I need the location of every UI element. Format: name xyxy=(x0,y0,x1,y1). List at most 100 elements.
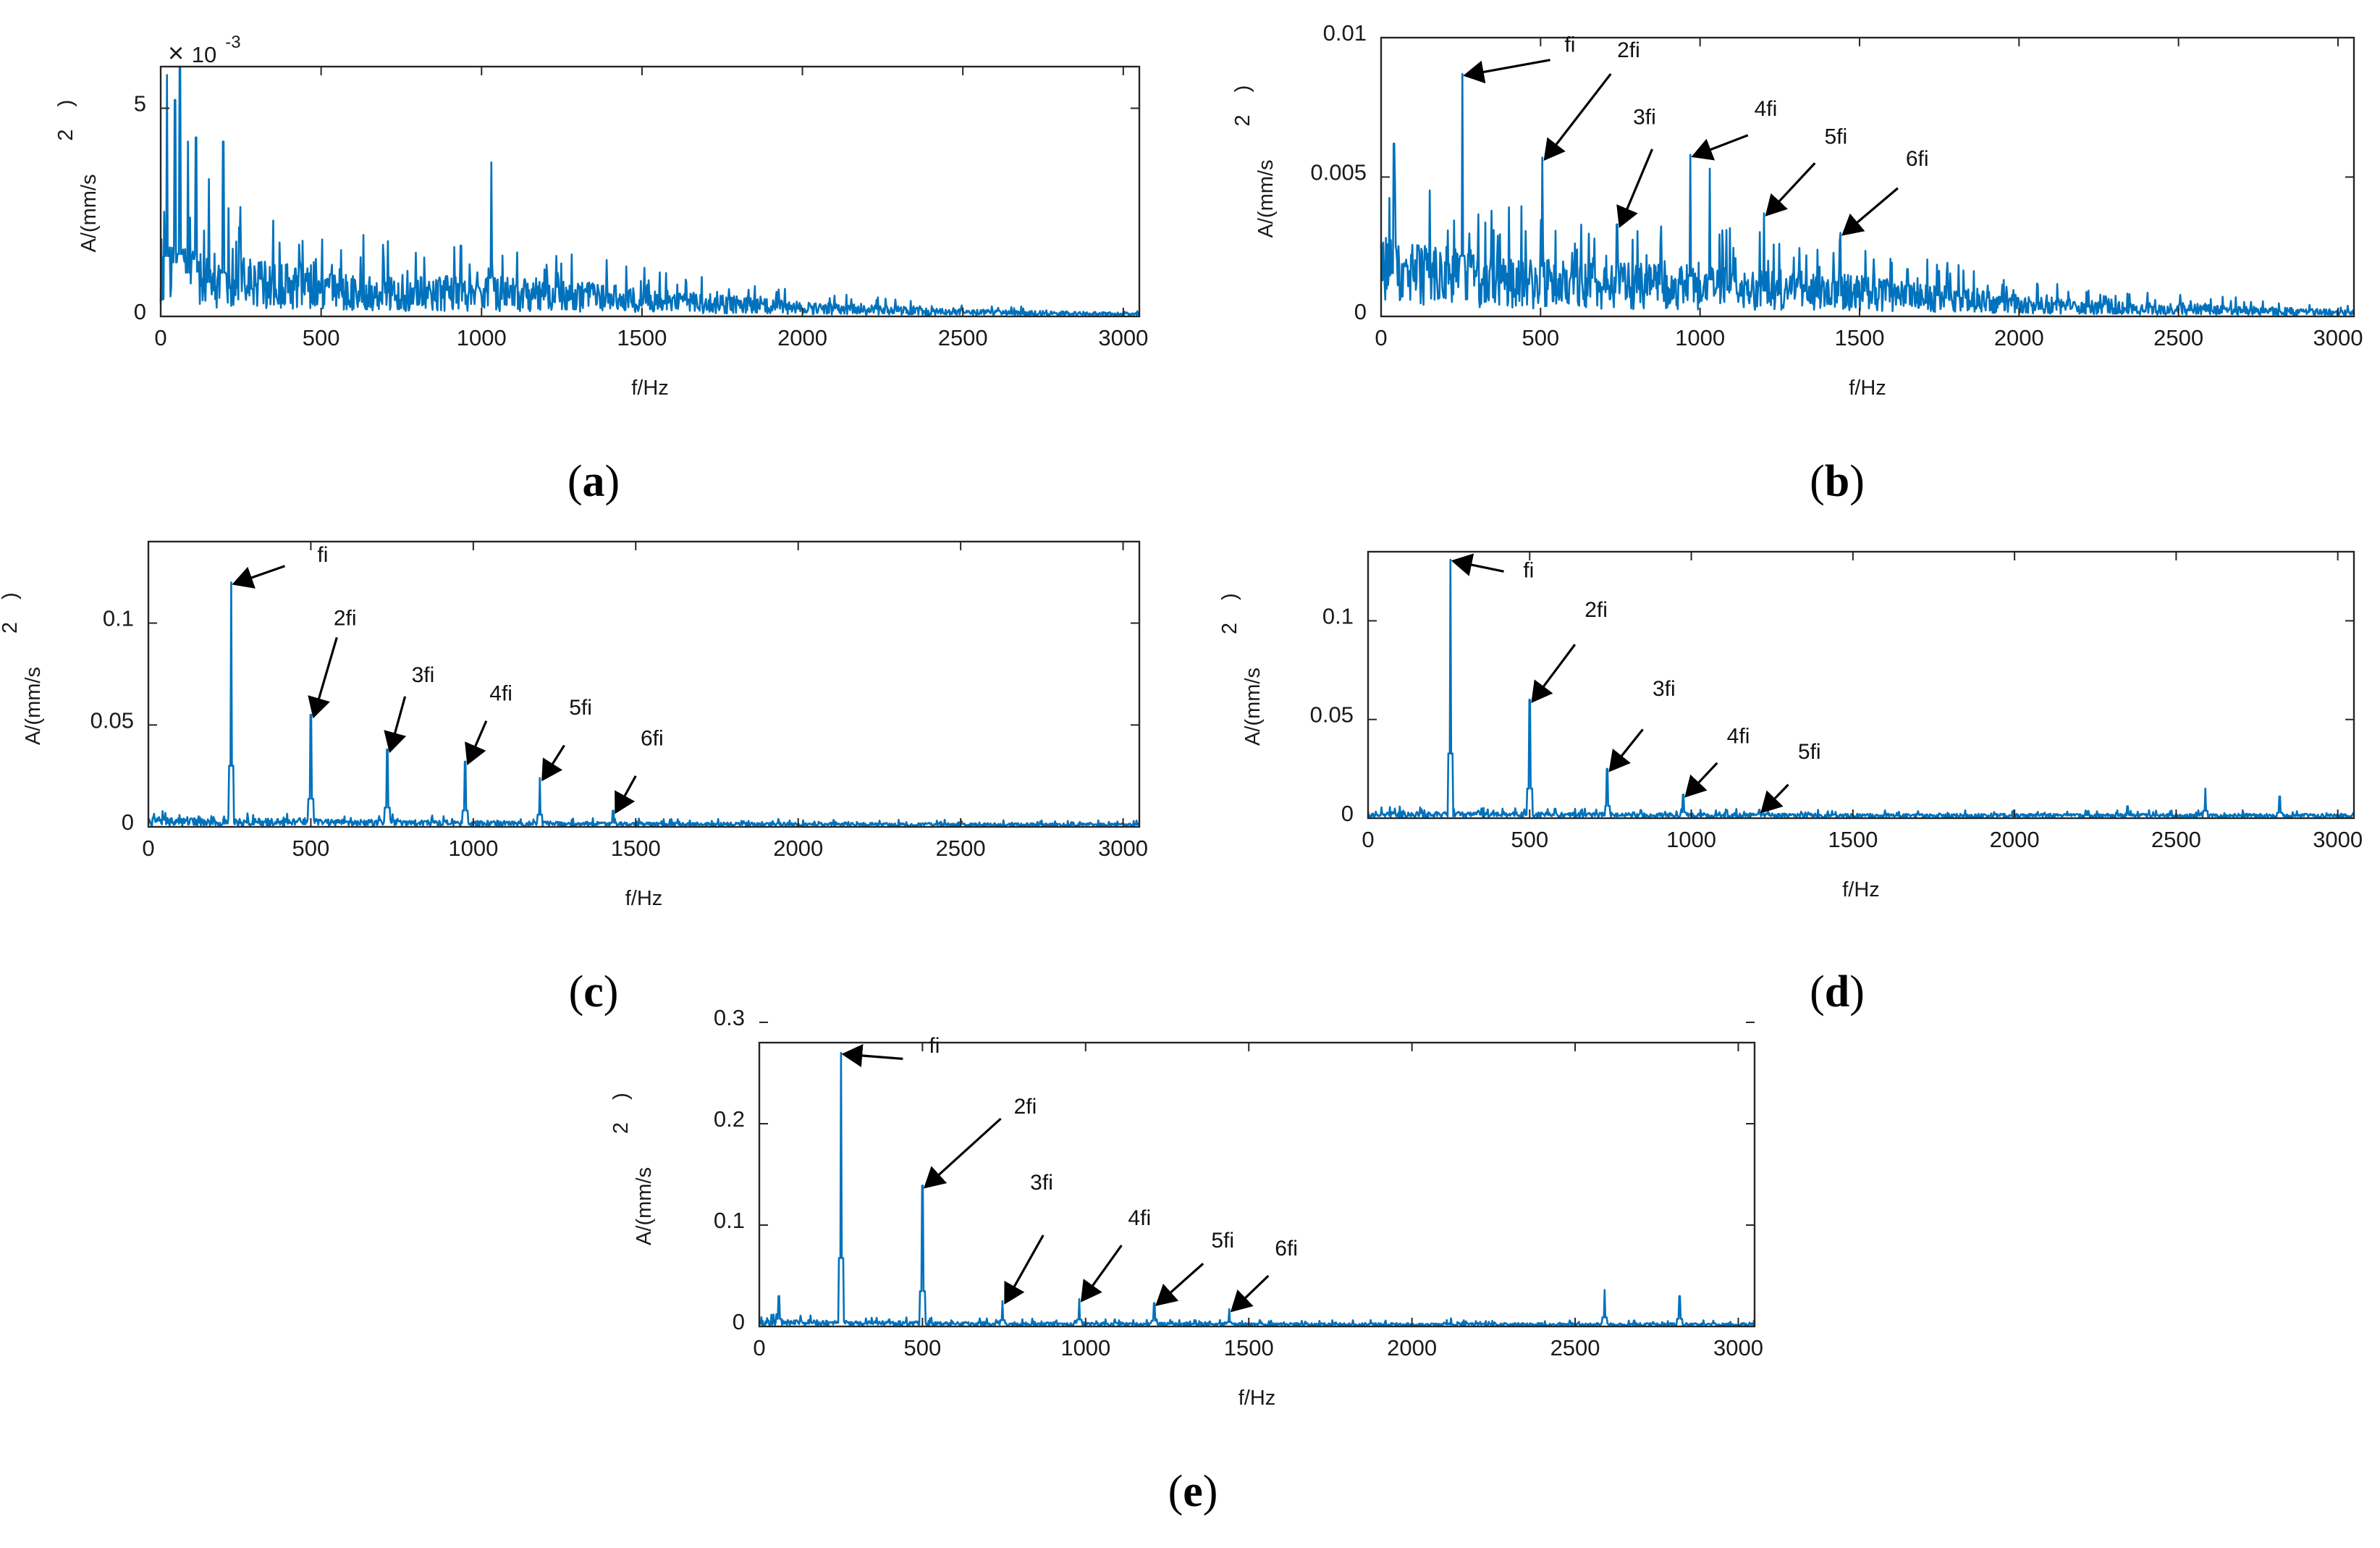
x-tick-label-c-6: 3000 xyxy=(1098,836,1148,861)
y-axis-label-main-e: A/(mm/s xyxy=(633,1167,656,1245)
x-tick-label-b-2: 1000 xyxy=(1675,325,1725,350)
y-axis-label-close-d: ) xyxy=(1218,593,1241,600)
annotation-arrow-b-5 xyxy=(1841,187,1899,236)
x-axis-label-b: f/Hz xyxy=(1849,377,1886,400)
x-axis-label-e: f/Hz xyxy=(1238,1387,1276,1410)
annotation-label-c-1: 2fi xyxy=(334,606,357,630)
x-tick-label-d-3: 1500 xyxy=(1828,827,1878,852)
axes-box-d xyxy=(1367,550,2355,820)
y-exponent-base: 10 xyxy=(192,42,216,67)
annotation-label-d-4: 5fi xyxy=(1798,740,1821,764)
y-axis-label-main-a: A/(mm/s xyxy=(77,174,101,253)
x-tick-label-e-4: 2000 xyxy=(1387,1335,1437,1360)
x-axis-label-a: f/Hz xyxy=(631,377,669,400)
panel-caption-b: (b) xyxy=(1810,457,1865,506)
x-axis-label-c: f/Hz xyxy=(625,887,663,910)
y-axis-label-a: A/(mm/s 2) xyxy=(54,100,101,253)
annotation-label-e-2: 3fi xyxy=(1030,1171,1053,1195)
annotation-arrow-e-0 xyxy=(841,1044,903,1067)
y-tick-label-c-1: 0.05 xyxy=(90,707,134,733)
x-tick-label-e-6: 3000 xyxy=(1713,1335,1763,1360)
axes-box-e xyxy=(758,1041,1756,1328)
y-tick-label-e-3: 0.3 xyxy=(714,1005,745,1030)
annotation-label-e-5: 6fi xyxy=(1275,1237,1298,1261)
x-tick-label-b-6: 3000 xyxy=(2313,325,2363,350)
y-axis-label-sup-e: 2 xyxy=(609,1122,633,1134)
y-tick-label-d-0: 0 xyxy=(1341,801,1354,826)
x-tick-label-a-1: 500 xyxy=(303,325,340,350)
panel-caption-a: (a) xyxy=(567,457,620,506)
y-tick-label-b-2: 0.01 xyxy=(1323,20,1367,46)
x-tick-label-a-6: 3000 xyxy=(1098,325,1148,350)
y-axis-label-close-a: ) xyxy=(54,100,77,107)
x-tick-label-c-1: 500 xyxy=(292,836,330,861)
x-tick-label-c-0: 0 xyxy=(142,836,154,861)
x-tick-label-c-3: 1500 xyxy=(611,836,661,861)
panel-e: 0 500 1000 1500 2000 2500 3000 0 0.1 0.2 0.3 f/Hz A/… xyxy=(609,1005,1763,1516)
annotation-label-d-2: 3fi xyxy=(1653,677,1676,701)
spectrum-series-d xyxy=(1367,558,2355,819)
x-tick-label-b-4: 2000 xyxy=(1994,325,2044,350)
panel-caption-d: (d) xyxy=(1810,967,1865,1017)
y-axis-label-close-c: ) xyxy=(0,592,22,600)
annotation-arrow-d-0 xyxy=(1451,553,1504,576)
annotation-label-b-0: fi xyxy=(1564,33,1575,56)
y-axis-label-c: A/(mm/s 2) xyxy=(0,592,45,745)
y-axis-label-sup-d: 2 xyxy=(1218,623,1241,634)
annotation-label-d-0: fi xyxy=(1523,558,1534,582)
y-tick-label-c-2: 0.1 xyxy=(103,606,134,631)
x-tick-label-e-5: 2500 xyxy=(1550,1335,1600,1360)
y-tick-label-b-0: 0 xyxy=(1354,299,1367,324)
x-tick-label-e-3: 1500 xyxy=(1224,1335,1274,1360)
y-axis-label-main-b: A/(mm/s xyxy=(1254,160,1278,238)
x-tick-label-b-3: 1500 xyxy=(1834,325,1884,350)
x-tick-label-d-5: 2500 xyxy=(2151,827,2201,852)
x-tick-label-e-1: 500 xyxy=(904,1335,942,1360)
spectrum-series-e xyxy=(758,1051,1756,1327)
axes-box-c xyxy=(147,540,1141,828)
y-axis-label-close-e: ) xyxy=(609,1093,633,1100)
x-tick-label-a-0: 0 xyxy=(154,325,166,350)
annotation-arrow-e-5 xyxy=(1230,1274,1270,1313)
annotation-arrow-d-3 xyxy=(1684,762,1718,798)
y-tick-label-e-0: 0 xyxy=(733,1309,745,1334)
y-tick-label-a-1: 5 xyxy=(134,91,146,117)
annotation-arrow-b-2 xyxy=(1616,148,1654,228)
annotation-arrow-b-4 xyxy=(1765,162,1816,216)
y-exponent-label: × 10 -3 xyxy=(168,33,241,69)
annotation-label-c-5: 6fi xyxy=(641,726,664,750)
y-axis-label-close-b: ) xyxy=(1231,85,1254,93)
annotation-arrow-c-2 xyxy=(384,696,407,754)
y-tick-label-e-2: 0.2 xyxy=(714,1106,745,1132)
annotation-label-e-3: 4fi xyxy=(1128,1206,1151,1230)
x-tick-label-b-5: 2500 xyxy=(2153,325,2203,350)
annotation-label-c-0: fi xyxy=(317,543,328,567)
y-tick-label-d-2: 0.1 xyxy=(1322,603,1354,628)
y-exponent-prefix: × xyxy=(168,38,192,69)
y-tick-label-e-1: 0.1 xyxy=(714,1208,745,1233)
annotation-arrow-d-4 xyxy=(1760,783,1789,814)
annotation-arrow-c-4 xyxy=(541,744,565,782)
y-exponent-power: -3 xyxy=(225,33,240,52)
y-tick-label-b-1: 0.005 xyxy=(1310,160,1367,185)
y-axis-label-e: A/(mm/s 2) xyxy=(609,1093,656,1245)
annotation-label-b-4: 5fi xyxy=(1825,125,1848,148)
y-tick-label-d-1: 0.05 xyxy=(1310,702,1354,728)
x-tick-label-b-1: 500 xyxy=(1522,325,1559,350)
annotation-label-c-3: 4fi xyxy=(489,682,512,706)
annotation-arrow-c-1 xyxy=(308,636,338,719)
panel-a: 0 500 1000 1500 2000 2500 3000 0 5 × 10 -3 f/Hz A/(m… xyxy=(54,33,1148,506)
x-axis-label-d: f/Hz xyxy=(1842,878,1880,901)
annotation-label-c-2: 3fi xyxy=(412,663,435,687)
spectrum-series-b xyxy=(1380,72,2355,316)
spectrum-series-a xyxy=(159,65,1141,317)
annotation-label-b-1: 2fi xyxy=(1617,38,1640,62)
y-axis-label-sup-a: 2 xyxy=(54,129,77,140)
annotation-arrow-b-0 xyxy=(1463,59,1550,84)
x-tick-label-a-2: 1000 xyxy=(457,325,507,350)
x-tick-label-d-6: 3000 xyxy=(2313,827,2363,852)
panel-d: 0 500 1000 1500 2000 2500 3000 0 0.05 0.1 f/Hz A/(m… xyxy=(1218,550,2363,1017)
annotation-arrow-e-3 xyxy=(1080,1245,1123,1303)
annotation-label-e-0: fi xyxy=(929,1034,940,1058)
y-tick-label-a-0: 0 xyxy=(134,299,146,324)
